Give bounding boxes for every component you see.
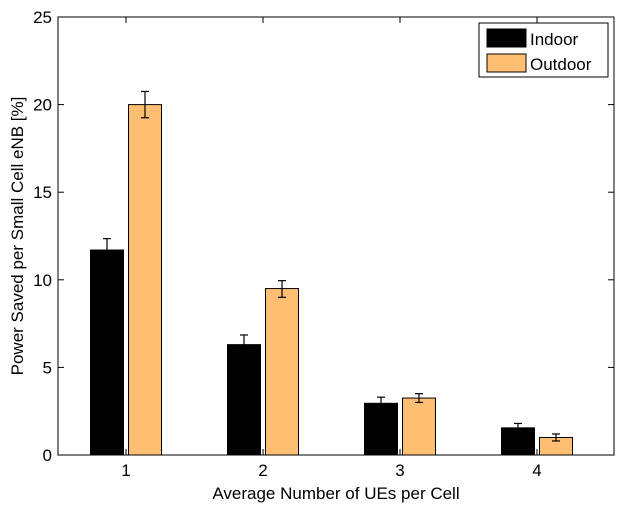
error-bar-outdoor-4 [552, 433, 560, 442]
error-bar-indoor-3 [377, 396, 385, 411]
legend-swatch-outdoor [486, 53, 527, 73]
y-tick-label-5: 5 [43, 358, 52, 377]
legend-label-outdoor: Outdoor [530, 55, 592, 74]
bar-indoor-2 [227, 344, 261, 456]
x-tick-label-1: 1 [121, 461, 130, 480]
x-tick-label-3: 3 [395, 461, 404, 480]
y-tick-label-10: 10 [33, 271, 52, 290]
y-tick-label-20: 20 [33, 96, 52, 115]
error-bars-layer [103, 90, 560, 442]
x-tick-label-4: 4 [532, 461, 541, 480]
y-tick-label-0: 0 [43, 446, 52, 465]
error-bar-indoor-2 [240, 334, 248, 354]
y-axis-ticks: 0 5 10 15 20 25 [33, 8, 614, 465]
error-bar-indoor-1 [103, 238, 111, 263]
error-bar-outdoor-3 [415, 393, 423, 404]
x-tick-label-2: 2 [258, 461, 267, 480]
y-tick-label-15: 15 [33, 183, 52, 202]
error-bar-indoor-4 [514, 422, 522, 432]
legend: Indoor Outdoor [478, 22, 609, 78]
error-bar-outdoor-2 [278, 280, 286, 298]
x-axis-label: Average Number of UEs per Cell [212, 484, 459, 503]
bars-layer [90, 104, 573, 456]
bar-outdoor-1 [128, 104, 162, 456]
plot-frame [57, 16, 615, 456]
bar-indoor-3 [364, 402, 398, 456]
error-bar-outdoor-1 [141, 90, 149, 119]
y-axis-label: Power Saved per Small Cell eNB [%] [8, 97, 27, 376]
bar-outdoor-3 [402, 397, 436, 456]
y-tick-label-25: 25 [33, 8, 52, 27]
x-axis-ticks: 1 2 3 4 [121, 17, 542, 480]
bar-outdoor-2 [265, 288, 299, 456]
bar-indoor-1 [90, 249, 124, 456]
legend-swatch-indoor [486, 28, 527, 48]
legend-label-indoor: Indoor [530, 30, 579, 49]
